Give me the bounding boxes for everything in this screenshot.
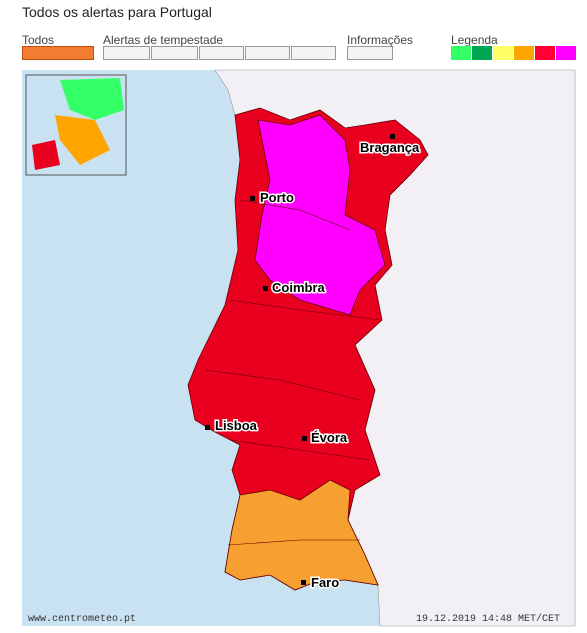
city-label: Porto bbox=[260, 190, 294, 205]
legend-swatch bbox=[451, 46, 471, 60]
legend-label: Legenda bbox=[451, 33, 498, 47]
orange-alert-region bbox=[224, 479, 379, 591]
city-dot bbox=[302, 436, 307, 441]
storm-button[interactable] bbox=[103, 46, 150, 60]
storm-button[interactable] bbox=[291, 46, 336, 60]
info-label: Informações bbox=[347, 33, 414, 47]
cities: Bragança Porto Coimbra Lisboa Évora Faro bbox=[205, 134, 422, 592]
city-dot bbox=[390, 134, 395, 139]
page-title: Todos os alertas para Portugal bbox=[22, 4, 212, 20]
inset-iberia bbox=[32, 140, 60, 170]
magenta-alert-region bbox=[254, 114, 386, 316]
storm-button[interactable] bbox=[151, 46, 198, 60]
source: www.centrometeo.pt bbox=[28, 614, 136, 625]
legend-swatch bbox=[472, 46, 492, 60]
storm-button[interactable] bbox=[245, 46, 290, 60]
legend-swatch bbox=[514, 46, 534, 60]
all-alerts-label: Todos bbox=[22, 33, 55, 47]
city-label: Faro bbox=[311, 575, 339, 590]
all-alerts-button[interactable] bbox=[22, 46, 94, 60]
storm-button[interactable] bbox=[199, 46, 244, 60]
district-borders bbox=[204, 199, 381, 546]
inset-green bbox=[60, 78, 124, 120]
storm-alerts-label: Alertas de tempestade bbox=[103, 33, 224, 47]
info-button[interactable] bbox=[347, 46, 393, 60]
timestamp: 19.12.2019 14:48 MET/CET bbox=[416, 613, 560, 625]
city-label: Évora bbox=[311, 430, 348, 445]
city-dot bbox=[205, 425, 210, 430]
legend-swatch bbox=[556, 46, 576, 60]
legend-swatch bbox=[535, 46, 555, 60]
city-dot bbox=[250, 196, 255, 201]
city-label: Lisboa bbox=[215, 418, 258, 433]
city-label: Coimbra bbox=[272, 280, 326, 295]
city-dot bbox=[301, 580, 306, 585]
inset-orange bbox=[55, 115, 110, 165]
city-label: Bragança bbox=[360, 140, 420, 155]
city-dot bbox=[263, 286, 268, 291]
legend-swatch bbox=[493, 46, 513, 60]
